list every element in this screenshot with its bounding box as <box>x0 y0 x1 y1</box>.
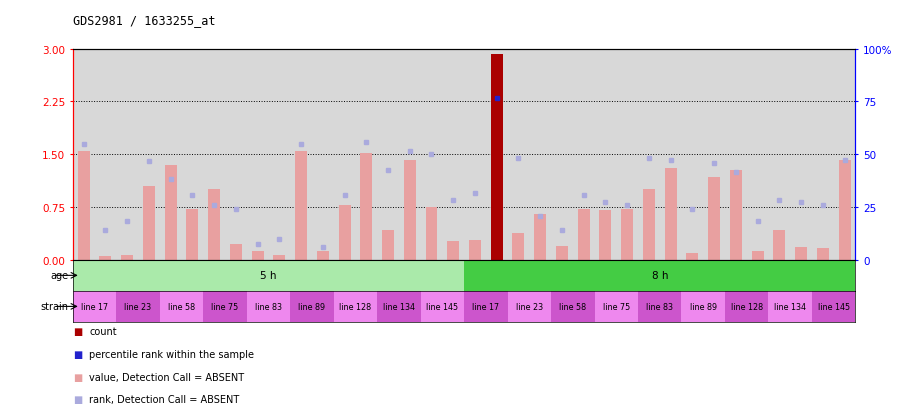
Bar <box>508 291 551 322</box>
Bar <box>251 251 264 260</box>
Text: line 23: line 23 <box>125 302 152 311</box>
Text: ■: ■ <box>73 349 82 359</box>
Bar <box>512 233 524 260</box>
Text: count: count <box>89 326 116 336</box>
Bar <box>642 190 655 260</box>
Bar <box>165 166 177 260</box>
Text: line 128: line 128 <box>731 302 763 311</box>
Text: line 23: line 23 <box>516 302 543 311</box>
Text: age: age <box>50 271 68 281</box>
Text: line 83: line 83 <box>255 302 282 311</box>
Bar <box>490 55 502 260</box>
Text: GDS2981 / 1633255_at: GDS2981 / 1633255_at <box>73 14 216 27</box>
Bar <box>121 255 133 260</box>
Bar <box>273 255 286 260</box>
Bar <box>360 154 372 260</box>
Bar <box>768 291 812 322</box>
Bar <box>551 291 594 322</box>
Bar <box>708 177 720 260</box>
Bar <box>752 252 763 260</box>
Text: line 75: line 75 <box>211 302 238 311</box>
Text: 5 h: 5 h <box>260 271 277 281</box>
Text: line 17: line 17 <box>472 302 500 311</box>
Bar <box>160 291 203 322</box>
Text: rank, Detection Call = ABSENT: rank, Detection Call = ABSENT <box>89 394 239 404</box>
Text: value, Detection Call = ABSENT: value, Detection Call = ABSENT <box>89 372 244 382</box>
Bar <box>578 210 590 260</box>
Bar <box>464 260 855 291</box>
Bar <box>334 291 377 322</box>
Text: ■: ■ <box>73 372 82 382</box>
Text: line 75: line 75 <box>602 302 630 311</box>
Text: line 83: line 83 <box>646 302 673 311</box>
Bar <box>317 252 329 260</box>
Bar <box>77 152 90 260</box>
Bar <box>377 291 420 322</box>
Text: line 145: line 145 <box>426 302 459 311</box>
Bar <box>420 291 464 322</box>
Text: percentile rank within the sample: percentile rank within the sample <box>89 349 254 359</box>
Bar <box>682 291 725 322</box>
Bar <box>143 187 155 260</box>
Bar <box>99 256 111 260</box>
Bar <box>725 291 768 322</box>
Text: 8 h: 8 h <box>652 271 668 281</box>
Bar <box>73 260 464 291</box>
Bar <box>230 245 242 260</box>
Bar <box>594 291 638 322</box>
Bar <box>469 240 481 260</box>
Text: line 128: line 128 <box>339 302 371 311</box>
Bar <box>73 291 116 322</box>
Bar <box>187 210 198 260</box>
Bar <box>534 215 546 260</box>
Text: line 89: line 89 <box>298 302 326 311</box>
Text: line 17: line 17 <box>81 302 108 311</box>
Bar <box>838 161 851 260</box>
Text: line 58: line 58 <box>168 302 195 311</box>
Bar <box>774 231 785 260</box>
Bar <box>295 152 307 260</box>
Text: line 145: line 145 <box>817 302 850 311</box>
Bar <box>686 254 698 260</box>
Bar <box>812 291 855 322</box>
Bar <box>339 205 350 260</box>
Bar <box>638 291 682 322</box>
Bar <box>730 170 742 260</box>
Bar <box>464 291 508 322</box>
Bar <box>664 169 677 260</box>
Bar <box>795 247 807 260</box>
Bar <box>208 190 220 260</box>
Bar <box>426 207 438 260</box>
Text: line 134: line 134 <box>774 302 806 311</box>
Bar <box>290 291 334 322</box>
Bar <box>203 291 247 322</box>
Bar <box>382 231 394 260</box>
Bar <box>116 291 160 322</box>
Bar <box>600 210 612 260</box>
Text: line 89: line 89 <box>690 302 717 311</box>
Text: line 134: line 134 <box>383 302 415 311</box>
Text: ■: ■ <box>73 326 82 336</box>
Text: strain: strain <box>40 301 68 312</box>
Text: line 58: line 58 <box>560 302 586 311</box>
Text: ■: ■ <box>73 394 82 404</box>
Bar <box>622 210 633 260</box>
Bar <box>404 161 416 260</box>
Bar <box>556 246 568 260</box>
Bar <box>447 241 460 260</box>
Bar <box>247 291 290 322</box>
Bar <box>817 248 829 260</box>
